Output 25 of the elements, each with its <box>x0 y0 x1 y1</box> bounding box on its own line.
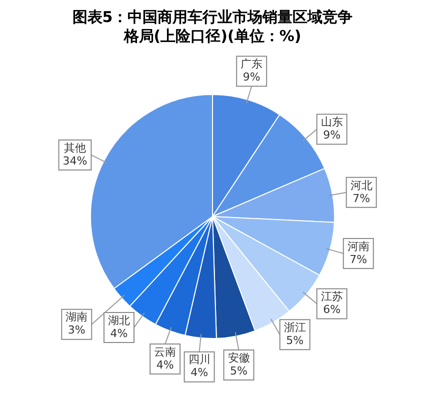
slice-label: 湖北 <box>108 314 130 327</box>
data-label: 5% <box>230 364 248 378</box>
data-label: 9% <box>242 70 260 84</box>
slice-label: 河南 <box>347 240 370 253</box>
data-label: 4% <box>110 326 128 340</box>
slice-label: 云南 <box>154 345 176 358</box>
data-label: 4% <box>190 366 208 380</box>
data-label: 6% <box>323 303 341 316</box>
data-label: 9% <box>323 128 341 142</box>
slice-label: 河北 <box>350 178 372 192</box>
data-label: 34% <box>62 154 88 168</box>
slice-label: 安徽 <box>228 351 250 364</box>
slice-label: 浙江 <box>284 321 306 334</box>
data-label: 7% <box>352 192 370 205</box>
slice-label: 湖南 <box>66 310 88 324</box>
slice-label: 其他 <box>64 141 86 154</box>
data-label: 7% <box>350 252 368 266</box>
slice-label: 广东 <box>240 58 263 71</box>
slice-label: 四川 <box>188 353 210 366</box>
data-label: 3% <box>68 324 86 337</box>
data-label: 5% <box>286 334 304 348</box>
slice-label: 山东 <box>320 116 343 129</box>
data-label: 4% <box>156 358 174 372</box>
chart-title: 图表5：中国商用车行业市场销量区域竞争格局(上险口径)(单位：%) <box>71 8 354 46</box>
slice-label: 江苏 <box>320 290 343 304</box>
